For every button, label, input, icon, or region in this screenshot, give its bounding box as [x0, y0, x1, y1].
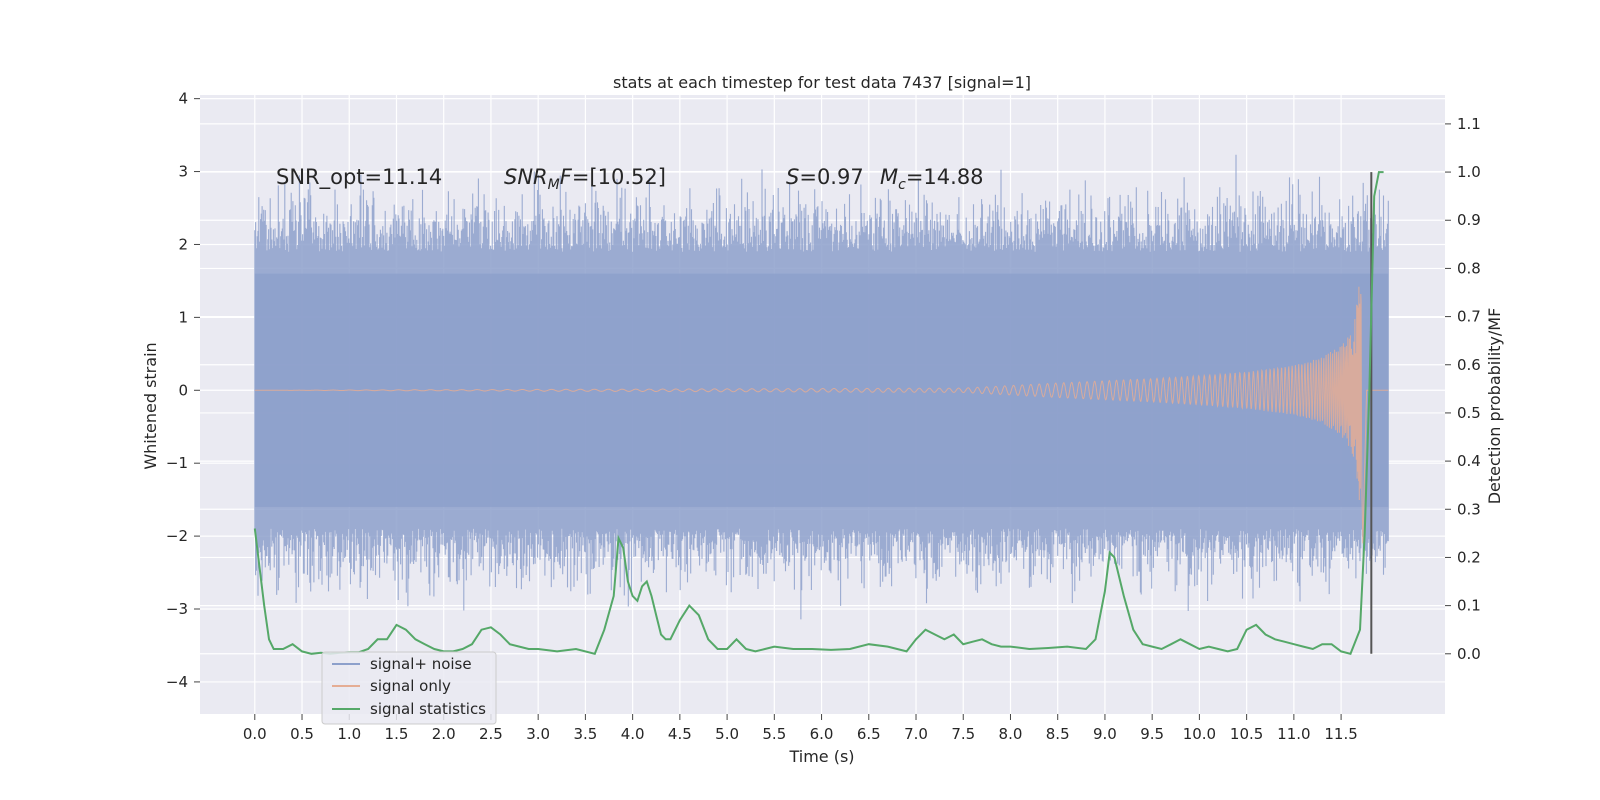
data-area — [253, 154, 1389, 655]
y2-tick-label: 0.8 — [1457, 259, 1481, 277]
y-tick-labels: 4 3 2 1 0 −1 −2 −3 −4 — [166, 90, 200, 691]
legend-label-signal-statistics: signal statistics — [370, 700, 486, 718]
x-tick-label: 4.0 — [621, 725, 645, 743]
x-tick-label: 7.5 — [951, 725, 975, 743]
y-tick-label: 4 — [178, 90, 188, 108]
y2-tick-labels: 1.1 1.0 0.9 0.8 0.7 0.6 0.5 0.4 0.3 0.2 0.1 0.0 — [1445, 115, 1481, 663]
y-tick-label: 3 — [178, 163, 188, 181]
mc-var: M — [880, 165, 898, 189]
s-var: S — [786, 165, 799, 189]
legend-label-signal-noise: signal+ noise — [370, 655, 472, 673]
x-tick-labels: 0.0 0.5 1.0 1.5 2.0 2.5 3.0 3.5 4.0 4.5 5.0 5.5 6.0 6… — [243, 714, 1358, 743]
x-tick-label: 10.0 — [1183, 725, 1216, 743]
snr-mf-tail: F — [560, 165, 573, 189]
s-value: =0.97 — [799, 165, 863, 189]
x-axis-label: Time (s) — [788, 747, 854, 766]
legend-box — [321, 651, 497, 725]
snr-mf-value: =[10.52] — [572, 165, 666, 189]
x-tick-label: 7.0 — [904, 725, 928, 743]
annotation-snr-mf: SNRMF=[10.52] — [504, 165, 666, 193]
x-tick-label: 0.0 — [243, 725, 267, 743]
legend-label-signal-only: signal only — [370, 677, 451, 695]
y2-tick-label: 0.1 — [1457, 597, 1481, 615]
y-tick-label: −4 — [166, 673, 188, 691]
y-tick-label: −3 — [166, 600, 188, 618]
y-tick-label: −2 — [166, 527, 188, 545]
y-tick-label: −1 — [166, 454, 188, 472]
x-tick-label: 2.0 — [432, 725, 456, 743]
y2-tick-label: 0.0 — [1457, 645, 1481, 663]
x-tick-label: 4.5 — [668, 725, 692, 743]
annotation-snr-opt: SNR_opt=11.14 — [276, 165, 442, 190]
x-tick-label: 3.0 — [526, 725, 550, 743]
signal-only-series — [254, 286, 1389, 544]
x-tick-label: 2.5 — [479, 725, 503, 743]
signal-statistics-line — [253, 171, 1384, 655]
y-tick-label: 2 — [178, 235, 188, 253]
x-tick-label: 6.5 — [857, 725, 881, 743]
y2-tick-label: 0.2 — [1457, 548, 1481, 566]
y2-tick-label: 0.5 — [1457, 404, 1481, 422]
mc-subscript: c — [898, 177, 906, 193]
y2-tick-label: 0.4 — [1457, 452, 1481, 470]
y-axis-label: Whitened strain — [141, 342, 160, 469]
y2-tick-label: 0.3 — [1457, 500, 1481, 518]
x-tick-label: 6.0 — [810, 725, 834, 743]
y2-tick-label: 0.6 — [1457, 356, 1481, 374]
x-tick-label: 8.5 — [1046, 725, 1070, 743]
y2-axis-label: Detection probability/MF — [1485, 308, 1504, 505]
y2-tick-label: 0.7 — [1457, 308, 1481, 326]
y2-tick-label: 0.9 — [1457, 211, 1481, 229]
x-tick-label: 3.5 — [573, 725, 597, 743]
y-tick-label: 1 — [178, 308, 188, 326]
chart-title: stats at each timestep for test data 743… — [613, 73, 1031, 92]
x-tick-label: 11.5 — [1324, 725, 1357, 743]
y-tick-label: 0 — [178, 381, 188, 399]
x-tick-label: 11.0 — [1277, 725, 1310, 743]
x-tick-label: 9.5 — [1140, 725, 1164, 743]
snr-mf-var: SNR — [504, 165, 548, 189]
y2-tick-label: 1.1 — [1457, 115, 1481, 133]
legend: signal+ noise signal only signal statist… — [321, 651, 497, 725]
x-tick-label: 5.0 — [715, 725, 739, 743]
annotation-mc: Mc=14.88 — [880, 165, 984, 193]
signal-statistics-series — [253, 171, 1384, 655]
x-tick-label: 5.5 — [762, 725, 786, 743]
x-tick-label: 10.5 — [1230, 725, 1263, 743]
annotation-s: S=0.97 — [786, 165, 864, 189]
signal-only-line — [254, 286, 1389, 544]
x-tick-label: 1.5 — [385, 725, 409, 743]
x-tick-label: 8.0 — [999, 725, 1023, 743]
snr-mf-subscript: M — [548, 177, 560, 193]
y2-tick-label: 1.0 — [1457, 163, 1481, 181]
x-tick-label: 9.0 — [1093, 725, 1117, 743]
mc-value: =14.88 — [906, 165, 984, 189]
x-tick-label: 0.5 — [290, 725, 314, 743]
x-tick-label: 1.0 — [337, 725, 361, 743]
